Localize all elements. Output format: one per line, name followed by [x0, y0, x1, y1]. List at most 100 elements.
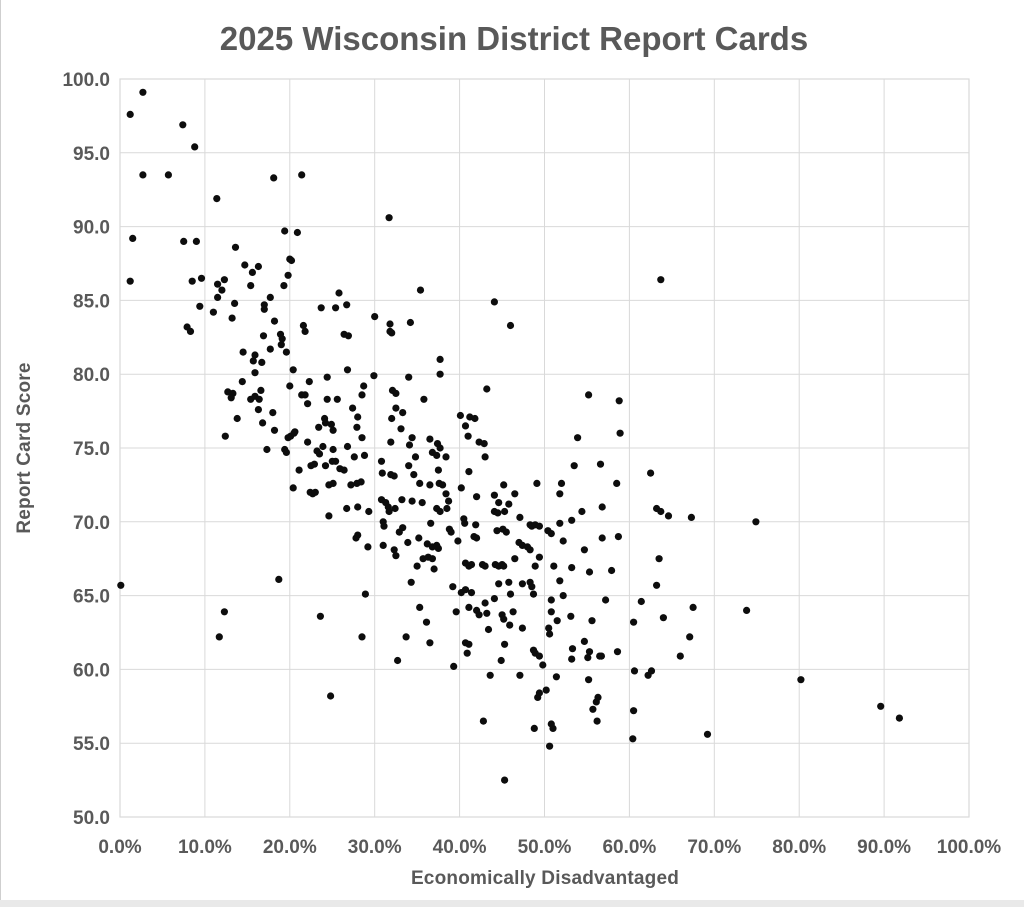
data-point: [304, 438, 312, 446]
data-point: [497, 656, 505, 665]
data-point: [568, 655, 576, 663]
data-point: [260, 305, 268, 313]
data-point: [390, 472, 398, 480]
data-point: [343, 301, 351, 309]
data-point: [450, 662, 458, 671]
data-point: [397, 425, 405, 433]
data-point: [505, 500, 513, 508]
data-point: [126, 277, 134, 285]
data-point: [559, 592, 567, 600]
data-point: [516, 671, 524, 679]
data-point: [361, 590, 369, 598]
data-point: [358, 434, 366, 442]
y-tick-label: 60.0: [73, 660, 110, 681]
data-point: [535, 553, 544, 561]
data-point: [270, 426, 279, 434]
data-point: [248, 268, 256, 276]
data-point: [323, 395, 331, 403]
data-point: [687, 513, 696, 522]
data-point: [180, 237, 188, 245]
data-point: [293, 228, 301, 237]
data-point: [703, 730, 712, 738]
data-point: [500, 562, 508, 570]
data-point: [394, 656, 402, 665]
data-point: [456, 411, 464, 420]
data-point: [535, 522, 544, 530]
data-point: [495, 580, 503, 588]
data-point: [420, 395, 428, 403]
x-tick-label: 20.0%: [263, 837, 317, 858]
data-point: [614, 533, 623, 541]
data-point: [392, 552, 400, 560]
data-point: [357, 478, 365, 486]
data-point: [416, 603, 424, 612]
data-point: [428, 555, 436, 563]
data-point: [490, 491, 498, 499]
data-point: [471, 414, 479, 423]
data-point: [481, 562, 489, 570]
x-tick-label: 10.0%: [178, 837, 232, 858]
data-point: [552, 673, 561, 681]
data-point: [442, 453, 450, 461]
data-point: [467, 561, 476, 569]
data-point: [797, 676, 805, 684]
data-point: [249, 357, 257, 365]
data-point: [405, 373, 413, 381]
data-point: [404, 538, 412, 547]
y-tick-label: 95.0: [73, 144, 110, 165]
data-point: [556, 490, 564, 498]
data-point: [349, 404, 357, 412]
data-point: [580, 637, 589, 646]
data-point: [457, 484, 465, 492]
data-point: [388, 414, 396, 423]
data-point: [254, 406, 262, 414]
data-point: [188, 277, 196, 285]
data-point: [386, 320, 394, 328]
data-point: [501, 776, 509, 784]
data-point: [370, 372, 378, 380]
data-point: [277, 341, 285, 349]
data-point: [415, 534, 423, 542]
data-point: [164, 171, 172, 179]
data-point: [506, 621, 514, 629]
data-point: [378, 469, 386, 477]
data-point: [422, 618, 431, 626]
data-point: [598, 534, 606, 542]
data-point: [343, 366, 352, 374]
data-point: [395, 528, 403, 536]
data-point: [251, 369, 259, 377]
y-tick-label: 50.0: [73, 808, 110, 829]
data-point: [343, 442, 352, 451]
data-point: [585, 676, 593, 684]
data-point: [686, 633, 694, 641]
data-point: [442, 490, 450, 498]
data-point: [220, 276, 228, 284]
data-point: [585, 648, 594, 656]
data-point: [547, 608, 555, 616]
data-point: [289, 366, 297, 374]
data-point: [629, 735, 637, 743]
data-point: [290, 429, 298, 437]
data-point: [191, 143, 199, 151]
data-point: [231, 243, 240, 251]
data-point: [445, 497, 453, 505]
data-point: [360, 451, 369, 459]
data-point: [447, 528, 455, 536]
data-point: [436, 507, 444, 516]
data-point: [743, 606, 751, 615]
data-point: [501, 507, 509, 516]
data-point: [399, 409, 407, 417]
data-point: [613, 479, 621, 487]
data-point: [350, 453, 358, 461]
x-tick-label: 90.0%: [857, 837, 911, 858]
data-point: [387, 438, 395, 446]
data-point: [568, 564, 576, 572]
data-point: [405, 462, 413, 470]
data-point: [241, 261, 249, 269]
data-point: [511, 555, 519, 563]
data-point: [329, 426, 337, 434]
data-point: [664, 512, 673, 520]
data-point: [344, 332, 352, 340]
data-point: [430, 565, 438, 573]
data-point: [449, 583, 457, 591]
